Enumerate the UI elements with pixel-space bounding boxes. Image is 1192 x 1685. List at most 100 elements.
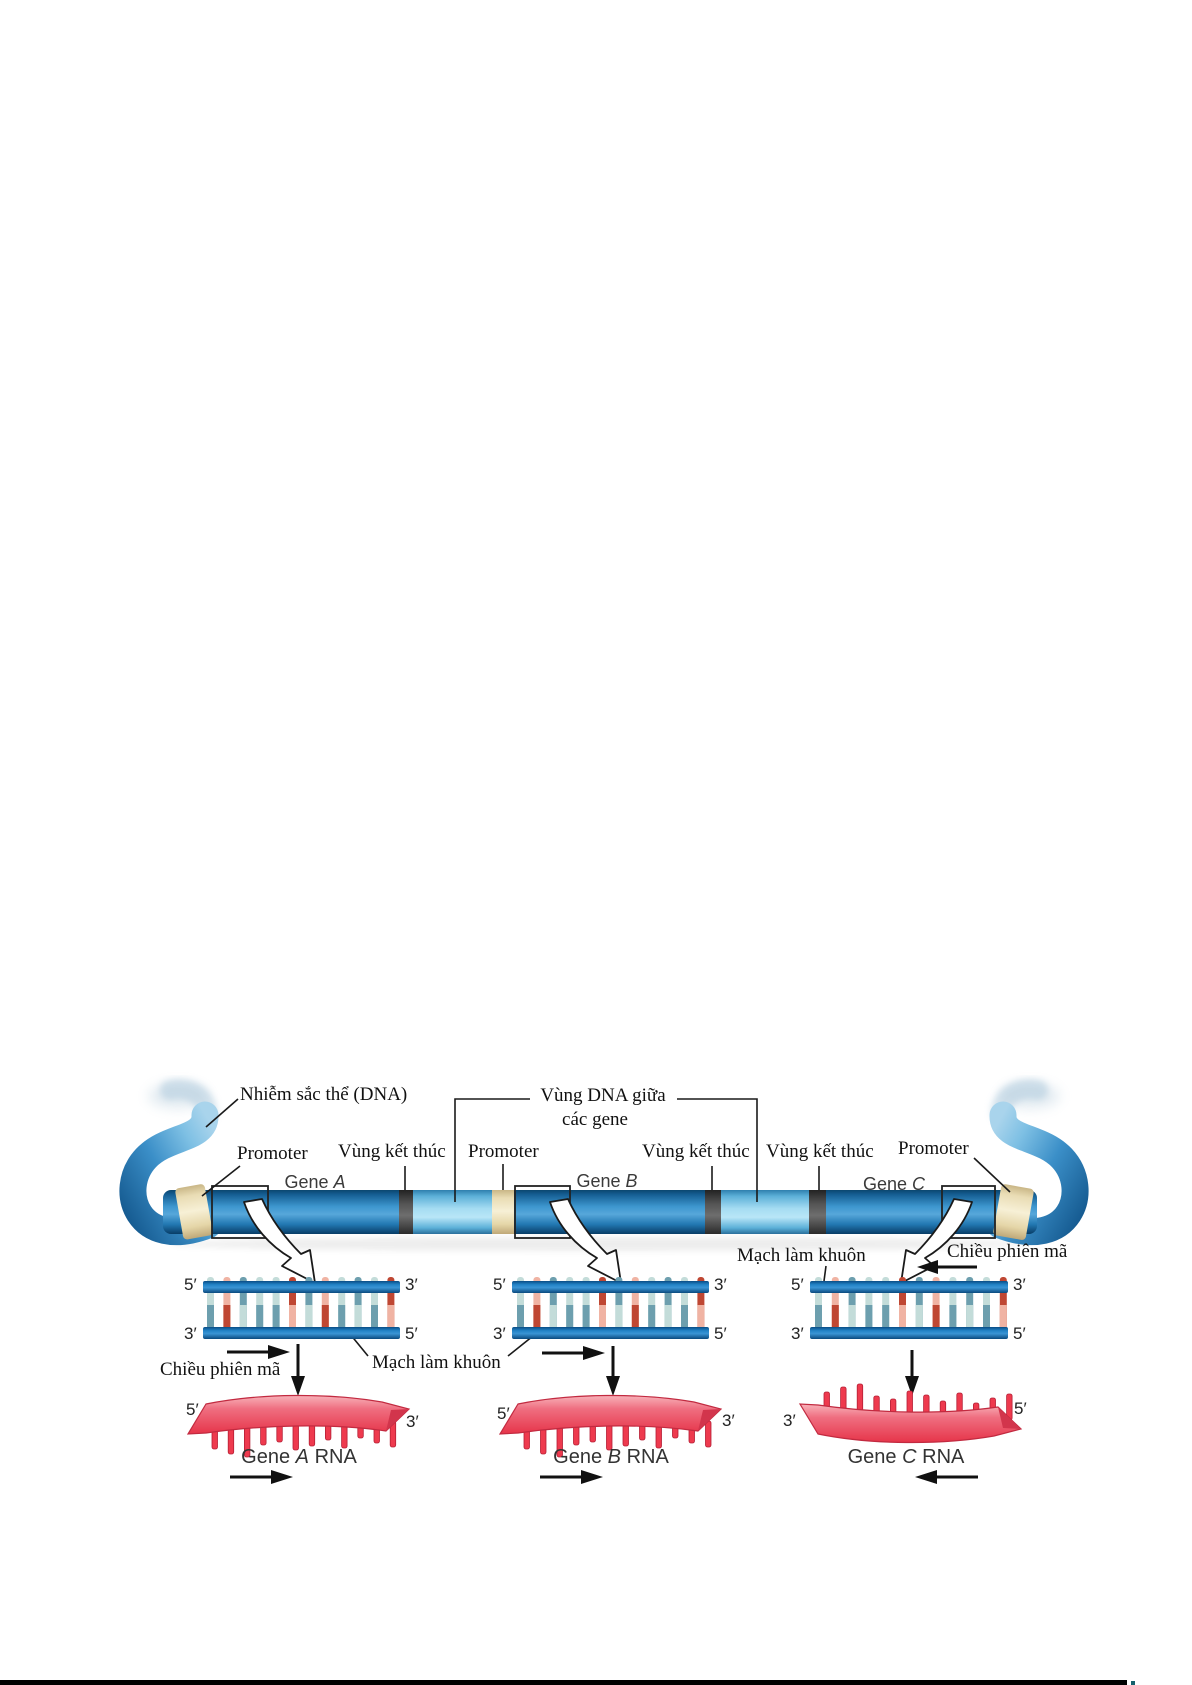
duplex-b-3p-bottom: 3′ xyxy=(493,1324,506,1343)
gene-b-zoom-arrow xyxy=(549,1198,622,1284)
duplex-c-5p-bottom: 5′ xyxy=(1013,1324,1026,1343)
duplex-c-5p-top: 5′ xyxy=(791,1275,804,1294)
base-pair-rung-half xyxy=(387,1305,395,1333)
terminator-band-3 xyxy=(809,1190,826,1234)
terminator-label-2: Vùng kết thúc xyxy=(642,1141,750,1162)
transcription-direction-label-left: Chiều phiên mã xyxy=(160,1359,281,1380)
duplex-a-3p-top: 3′ xyxy=(405,1275,418,1294)
base-pair-rung-half xyxy=(697,1305,705,1333)
template-strand-left-leader-2 xyxy=(507,1335,534,1357)
base-pair-rung-half xyxy=(915,1305,923,1333)
direction-arrows xyxy=(227,1260,978,1484)
intergenic-label-line2: các gene xyxy=(562,1109,628,1130)
right-chromatin-curl xyxy=(986,1079,1089,1245)
base-pair-rung-half xyxy=(815,1305,822,1333)
base-pair-rung-half xyxy=(256,1305,264,1333)
base-pair-rung-half xyxy=(966,1305,974,1333)
page-bottom-dot xyxy=(1131,1681,1135,1685)
gene-b-rna-label: Gene B RNA xyxy=(553,1446,669,1468)
base-pair-rung-half xyxy=(371,1305,378,1333)
base-pair-rung-half xyxy=(354,1305,362,1333)
rna-b-3p: 3′ xyxy=(722,1411,735,1430)
promoter-band-1 xyxy=(175,1184,213,1240)
gene-c-rna-label: Gene C RNA xyxy=(847,1446,965,1468)
intergenic-label-line1: Vùng DNA giữa xyxy=(540,1085,666,1106)
base-pair-rung-half xyxy=(549,1305,557,1333)
gene-a-label: Gene A xyxy=(284,1172,346,1192)
gene-c-label: Gene C xyxy=(862,1174,926,1194)
terminator-band-1 xyxy=(399,1190,413,1234)
gene-b-label: Gene B xyxy=(576,1171,638,1191)
duplex-a-top-strand xyxy=(203,1281,400,1293)
duplex-b-5p-top: 5′ xyxy=(493,1275,506,1294)
gene-a-rna-fold xyxy=(386,1409,409,1431)
promoter-band-2 xyxy=(492,1190,514,1234)
duplex-c-3p-bottom: 3′ xyxy=(791,1324,804,1343)
page-bottom-rule xyxy=(0,1680,1127,1685)
rna-b-5p: 5′ xyxy=(497,1404,510,1423)
rna-base-tick xyxy=(705,1420,712,1448)
gene-a-zoom-arrow xyxy=(243,1198,316,1284)
left-chromatin-curl xyxy=(119,1079,222,1245)
intergenic-region-1 xyxy=(413,1190,492,1234)
chromosome-dna-bar xyxy=(163,1184,1037,1251)
terminator-label-3: Vùng kết thúc xyxy=(766,1141,874,1162)
duplex-c-3p-top: 3′ xyxy=(1013,1275,1026,1294)
promoter-band-3 xyxy=(993,1184,1034,1240)
chromosome-dna-label: Nhiễm sắc thể (DNA) xyxy=(240,1084,408,1105)
duplex-b-5p-bottom: 5′ xyxy=(714,1324,727,1343)
duplex-c-bottom-strand xyxy=(810,1327,1008,1339)
base-pair-rung-half xyxy=(949,1305,957,1333)
intergenic-bracket-right xyxy=(677,1098,758,1202)
template-strand-label-right: Mạch làm khuôn xyxy=(737,1245,866,1266)
base-pair-rung-half xyxy=(648,1305,656,1333)
base-pair-rung-half xyxy=(272,1305,280,1333)
base-pair-rung-half xyxy=(289,1305,296,1333)
base-pair-rung-half xyxy=(615,1305,623,1333)
base-pair-rung-half xyxy=(305,1305,313,1333)
base-pair-rung-half xyxy=(932,1305,940,1333)
base-pair-rung-half xyxy=(983,1305,990,1333)
template-strand-label-left: Mạch làm khuôn xyxy=(372,1352,501,1373)
gene-c-rna-fold xyxy=(998,1407,1021,1429)
base-pair-rung-half xyxy=(681,1305,688,1333)
terminator-label-1: Vùng kết thúc xyxy=(338,1141,446,1162)
intergenic-region-2 xyxy=(721,1190,809,1234)
dna-duplexes xyxy=(203,1277,1008,1339)
duplex-c-template-strand xyxy=(810,1281,1008,1293)
duplex-a-template-strand xyxy=(203,1327,400,1339)
base-pair-rung-half xyxy=(533,1305,541,1333)
base-pair-rung-half xyxy=(338,1305,346,1333)
base-pair-rung-half xyxy=(899,1305,906,1333)
base-pair-rung-half xyxy=(831,1305,839,1333)
base-pair-rung-half xyxy=(239,1305,247,1333)
base-pair-rung-half xyxy=(865,1305,873,1333)
promoter-label-1: Promoter xyxy=(237,1143,308,1164)
base-pair-rung-half xyxy=(321,1305,329,1333)
duplex-b-3p-top: 3′ xyxy=(714,1275,727,1294)
base-pair-rung-half xyxy=(848,1305,856,1333)
promoter-label-3: Promoter xyxy=(898,1138,969,1159)
duplex-a-5p-bottom: 5′ xyxy=(405,1324,418,1343)
gene-c-zoom-arrow xyxy=(900,1198,973,1284)
chromosome-leader-line xyxy=(205,1098,239,1128)
base-pair-rung-half xyxy=(999,1305,1007,1333)
rna-a-3p: 3′ xyxy=(406,1412,419,1431)
zoom-arrows xyxy=(243,1198,973,1284)
base-pair-rung-half xyxy=(599,1305,606,1333)
gene-a-rna-label: Gene A RNA xyxy=(241,1446,357,1468)
gene-b-rna-fold xyxy=(698,1409,721,1431)
base-pair-rung-half xyxy=(664,1305,672,1333)
base-pair-rung-half xyxy=(517,1305,524,1333)
terminator-band-2 xyxy=(705,1190,721,1234)
gene-c-start-box xyxy=(941,1185,996,1239)
base-pair-rung-half xyxy=(207,1305,214,1333)
duplex-b-top-strand xyxy=(512,1281,709,1293)
transcription-direction-label-right: Chiều phiên mã xyxy=(947,1241,1068,1262)
duplex-a-3p-bottom: 3′ xyxy=(184,1324,197,1343)
rna-c-3p: 3′ xyxy=(783,1411,796,1430)
rna-a-5p: 5′ xyxy=(186,1400,199,1419)
base-pair-rung-half xyxy=(566,1305,574,1333)
base-pair-rung-half xyxy=(882,1305,890,1333)
